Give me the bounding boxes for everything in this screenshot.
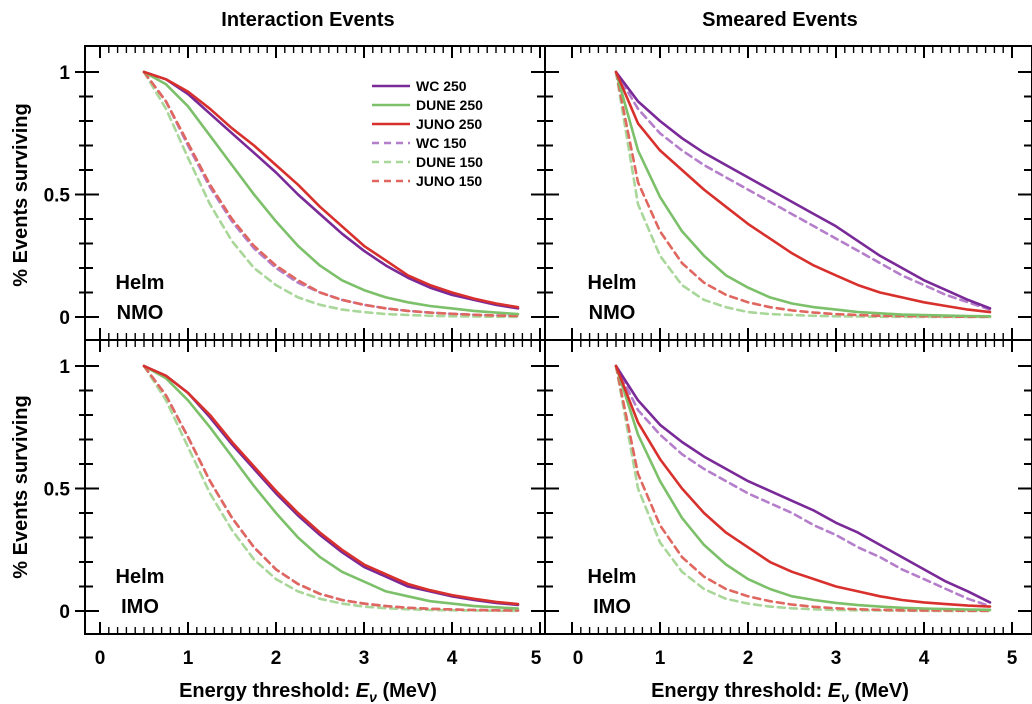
series-line-juno-250 <box>142 364 520 606</box>
panel-note-ordering: IMO <box>121 596 159 618</box>
panel-note-form-factor: Helm <box>588 566 637 588</box>
series-line-dune-250 <box>614 70 992 318</box>
x-tick-label: 1 <box>655 648 666 669</box>
panel-frame <box>544 339 1032 635</box>
panel-top-left: 0 0.5 1 Helm NMO <box>44 45 546 341</box>
series-line-juno-250 <box>614 70 992 314</box>
x-tick-label: 4 <box>447 648 458 669</box>
series-line-wc-150 <box>614 364 992 608</box>
chart-panels: 0 0.5 1 Helm NMO Helm NMO 0 0.5 1 0 1 2 3 4 5 Helm IMO 0 1 2… <box>44 45 1032 669</box>
panel-bottom-right: 0 1 2 3 4 5 Helm IMO <box>535 339 1032 669</box>
y-tick-label: 1 <box>59 63 70 84</box>
panel-note-form-factor: Helm <box>116 566 165 588</box>
panel-bottom-left: 0 0.5 1 0 1 2 3 4 5 Helm IMO <box>44 339 546 669</box>
legend-label: WC 150 <box>416 135 467 151</box>
panel-frame <box>84 45 546 341</box>
series-line-dune-150 <box>142 364 520 613</box>
x-tick-label: 4 <box>919 648 930 669</box>
legend-label: JUNO 250 <box>416 116 482 132</box>
series-line-wc-250 <box>142 364 520 607</box>
y-axis-label-bottom: % Events surviving <box>10 395 32 578</box>
y-tick-label: 0.5 <box>44 186 71 207</box>
series-line-dune-150 <box>142 70 520 319</box>
series-group <box>142 364 520 613</box>
x-tick-label: 2 <box>271 648 282 669</box>
series-line-wc-250 <box>142 70 520 310</box>
series-line-juno-250 <box>142 70 520 309</box>
legend: WC 250 DUNE 250 JUNO 250 WC 150 DUNE 150 JUNO… <box>372 78 483 189</box>
legend-label: JUNO 150 <box>416 173 482 189</box>
column-title-smeared: Smeared Events <box>702 9 858 31</box>
series-line-juno-150 <box>142 364 520 612</box>
y-tick-label: 0.5 <box>44 480 71 501</box>
series-line-wc-150 <box>614 70 992 311</box>
x-tick-label: 5 <box>1007 648 1018 669</box>
series-line-juno-150 <box>142 70 520 318</box>
panel-note-ordering: NMO <box>117 302 164 324</box>
legend-label: DUNE 150 <box>416 154 483 170</box>
series-group <box>614 70 992 319</box>
series-line-dune-250 <box>142 364 520 610</box>
y-axis-label-top: % Events surviving <box>10 103 32 286</box>
x-tick-label: 0 <box>573 648 584 669</box>
series-line-juno-150 <box>614 70 992 319</box>
legend-label: WC 250 <box>416 78 467 94</box>
series-group <box>614 364 992 613</box>
series-line-juno-150 <box>614 364 992 613</box>
y-tick-label: 1 <box>59 357 70 378</box>
series-line-dune-250 <box>614 364 992 612</box>
series-line-wc-250 <box>614 364 992 604</box>
series-line-dune-250 <box>142 70 520 316</box>
x-axis-label-right: Energy threshold: Eν (MeV) <box>651 680 909 704</box>
panel-note-form-factor: Helm <box>588 272 637 294</box>
y-tick-label: 0 <box>59 602 70 623</box>
y-tick-label: 0 <box>59 308 70 329</box>
panel-note-ordering: IMO <box>593 596 631 618</box>
x-tick-label: 1 <box>183 648 194 669</box>
legend-label: DUNE 250 <box>416 97 483 113</box>
x-tick-label: 0 <box>95 648 106 669</box>
series-line-juno-250 <box>614 364 992 608</box>
series-line-wc-250 <box>614 70 992 310</box>
series-line-dune-150 <box>614 70 992 319</box>
series-group <box>142 70 520 319</box>
panel-note-form-factor: Helm <box>116 272 165 294</box>
x-tick-label: 3 <box>831 648 842 669</box>
panel-frame <box>84 339 546 635</box>
x-tick-label: 2 <box>743 648 754 669</box>
column-title-interaction: Interaction Events <box>221 9 394 31</box>
panel-top-right: Helm NMO <box>535 45 1032 341</box>
series-line-wc-150 <box>142 364 520 612</box>
panel-note-ordering: NMO <box>589 302 636 324</box>
x-axis-label-left: Energy threshold: Eν (MeV) <box>179 680 437 704</box>
x-tick-label: 5 <box>531 648 542 669</box>
x-tick-label: 3 <box>359 648 370 669</box>
